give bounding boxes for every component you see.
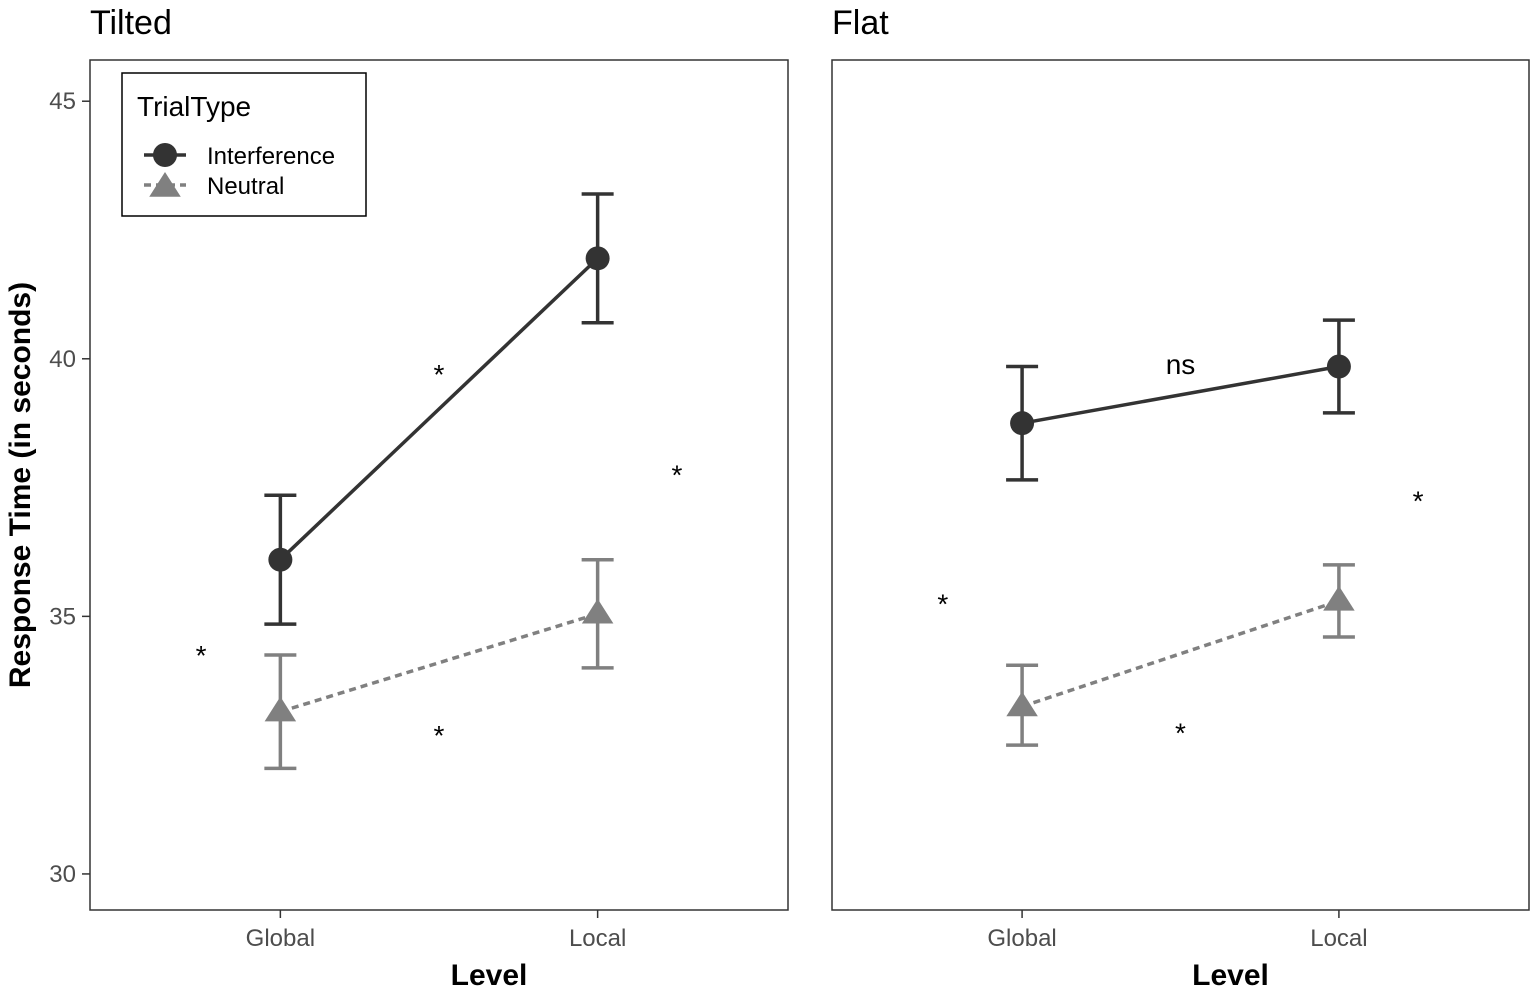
x-tick-label: Global [987,925,1056,952]
data-point [264,696,297,722]
panel-title: Tilted [90,4,172,42]
y-tick-label: 45 [49,88,76,115]
y-axis-title: Response Time (in seconds) [4,282,37,688]
annotation: * [672,460,683,491]
legend-title: TrialType [137,91,251,122]
series-line [279,612,599,714]
data-point [1010,411,1035,436]
legend-key-neutral [144,172,186,197]
panel-title: Flat [832,4,889,42]
legend-marker [153,143,177,167]
annotation: * [434,720,445,751]
panel-border [831,59,1530,911]
legend-label: Neutral [207,173,284,200]
x-axis-title: Level [1192,959,1269,992]
y-tick-label: 30 [49,861,76,888]
series-line [279,257,599,561]
x-axis-title: Level [451,959,528,992]
panel-tilted: Tilted 30 35 40 45 Global Local Level * * * * [49,4,789,992]
legend-key-interference [144,143,186,167]
annotation: * [196,640,207,671]
series-interference-tilted [264,192,614,626]
series-neutral-flat [1006,563,1355,747]
x-tick-label: Local [1310,925,1367,952]
data-point [1326,354,1351,379]
data-point [585,246,610,271]
series-line [1021,364,1340,425]
data-point [1006,691,1038,717]
legend-marker [149,172,181,197]
data-point [581,598,614,624]
x-tick-label: Local [569,925,626,952]
annotation: * [937,588,948,619]
series-neutral-tilted [264,557,614,771]
data-point [268,547,293,572]
legend: TrialType Interference Neutral [121,72,367,217]
series-line [1021,599,1340,709]
annotation: * [1413,485,1424,516]
panel-border [89,59,789,911]
panel-flat: Flat Global Local Level ns * * * [831,4,1530,992]
y-tick-label: 40 [49,346,76,373]
legend-label: Interference [207,143,335,170]
x-tick-label: Global [246,925,315,952]
series-interference-flat [1006,318,1355,482]
annotation: ns [1166,349,1196,380]
annotation: * [1175,717,1186,748]
y-tick-label: 35 [49,603,76,630]
data-point [1323,585,1355,611]
annotation: * [434,359,445,390]
